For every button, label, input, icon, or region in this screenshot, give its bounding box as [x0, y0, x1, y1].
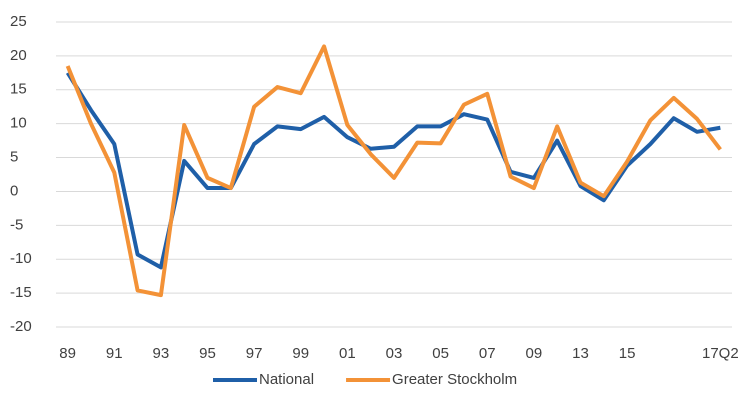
- x-tick-label: 89: [59, 345, 76, 362]
- y-tick-label: 5: [10, 149, 18, 166]
- y-tick-label: -20: [10, 318, 32, 335]
- x-tick-label: 93: [153, 345, 170, 362]
- y-tick-label: -15: [10, 284, 32, 301]
- y-tick-label: 10: [10, 115, 27, 132]
- y-tick-label: 25: [10, 13, 27, 30]
- x-tick-label: 15: [619, 345, 636, 362]
- legend-label: Greater Stockholm: [392, 371, 517, 388]
- y-tick-label: -5: [10, 216, 23, 233]
- x-tick-label: 09: [526, 345, 543, 362]
- y-tick-label: -10: [10, 250, 32, 267]
- y-tick-label: 15: [10, 81, 27, 98]
- x-tick-label: 17Q2: [702, 345, 739, 362]
- x-tick-label: 01: [339, 345, 356, 362]
- legend-label: National: [259, 371, 314, 388]
- y-tick-label: 20: [10, 47, 27, 64]
- x-tick-label: 91: [106, 345, 123, 362]
- x-tick-label: 97: [246, 345, 263, 362]
- x-tick-label: 05: [432, 345, 449, 362]
- x-tick-label: 99: [292, 345, 309, 362]
- x-tick-label: 03: [386, 345, 403, 362]
- x-tick-label: 95: [199, 345, 216, 362]
- y-tick-label: 0: [10, 182, 18, 199]
- x-tick-label: 07: [479, 345, 496, 362]
- x-tick-label: 13: [572, 345, 589, 362]
- line-series: [65, 44, 722, 298]
